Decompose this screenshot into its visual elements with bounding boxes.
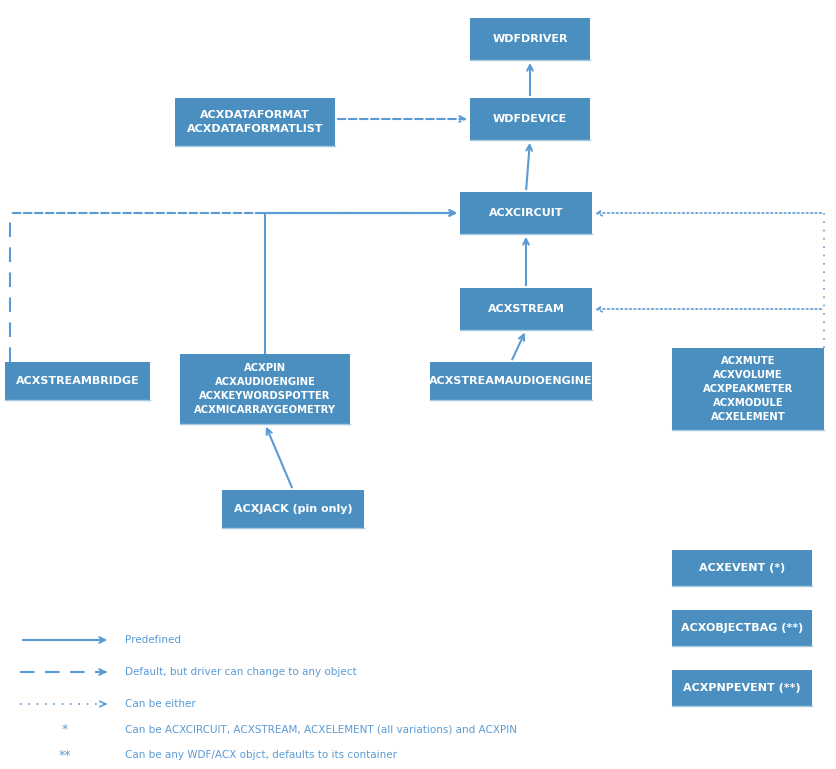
Text: ACXSTREAMAUDIOENGINE: ACXSTREAMAUDIOENGINE bbox=[429, 376, 593, 386]
Text: Default, but driver can change to any object: Default, but driver can change to any ob… bbox=[125, 667, 357, 677]
Text: **: ** bbox=[59, 748, 71, 761]
Text: ACXSTREAM: ACXSTREAM bbox=[487, 304, 564, 314]
Text: WDFDRIVER: WDFDRIVER bbox=[492, 34, 568, 44]
Text: ACXOBJECTBAG (**): ACXOBJECTBAG (**) bbox=[681, 623, 803, 633]
Text: Can be ACXCIRCUIT, ACXSTREAM, ACXELEMENT (all variations) and ACXPIN: Can be ACXCIRCUIT, ACXSTREAM, ACXELEMENT… bbox=[125, 725, 517, 735]
FancyBboxPatch shape bbox=[672, 348, 824, 430]
Text: ACXDATAFORMAT
ACXDATAFORMATLIST: ACXDATAFORMAT ACXDATAFORMATLIST bbox=[186, 110, 324, 134]
FancyBboxPatch shape bbox=[175, 98, 335, 146]
FancyBboxPatch shape bbox=[672, 550, 812, 586]
Text: Predefined: Predefined bbox=[125, 635, 181, 645]
Text: ACXPNPEVENT (**): ACXPNPEVENT (**) bbox=[683, 683, 801, 693]
Text: ACXEVENT (*): ACXEVENT (*) bbox=[699, 563, 785, 573]
Text: Can be either: Can be either bbox=[125, 699, 196, 709]
Text: Can be any WDF/ACX objct, defaults to its container: Can be any WDF/ACX objct, defaults to it… bbox=[125, 750, 397, 760]
Text: WDFDEVICE: WDFDEVICE bbox=[493, 114, 567, 124]
FancyBboxPatch shape bbox=[470, 18, 590, 60]
Text: ACXSTREAMBRIDGE: ACXSTREAMBRIDGE bbox=[16, 376, 140, 386]
FancyBboxPatch shape bbox=[222, 490, 364, 528]
Text: ACXCIRCUIT: ACXCIRCUIT bbox=[489, 208, 563, 218]
Text: ACXJACK (pin only): ACXJACK (pin only) bbox=[234, 504, 352, 514]
Text: ACXMUTE
ACXVOLUME
ACXPEAKMETER
ACXMODULE
ACXELEMENT: ACXMUTE ACXVOLUME ACXPEAKMETER ACXMODULE… bbox=[703, 356, 793, 422]
FancyBboxPatch shape bbox=[430, 362, 592, 400]
Text: ACXPIN
ACXAUDIOENGINE
ACXKEYWORDSPOTTER
ACXMICARRAYGEOMETRY: ACXPIN ACXAUDIOENGINE ACXKEYWORDSPOTTER … bbox=[194, 363, 336, 415]
FancyBboxPatch shape bbox=[470, 98, 590, 140]
FancyBboxPatch shape bbox=[5, 362, 150, 400]
FancyBboxPatch shape bbox=[180, 354, 350, 424]
FancyBboxPatch shape bbox=[672, 670, 812, 706]
FancyBboxPatch shape bbox=[672, 610, 812, 646]
Text: *: * bbox=[62, 724, 68, 737]
FancyBboxPatch shape bbox=[460, 288, 592, 330]
FancyBboxPatch shape bbox=[460, 192, 592, 234]
